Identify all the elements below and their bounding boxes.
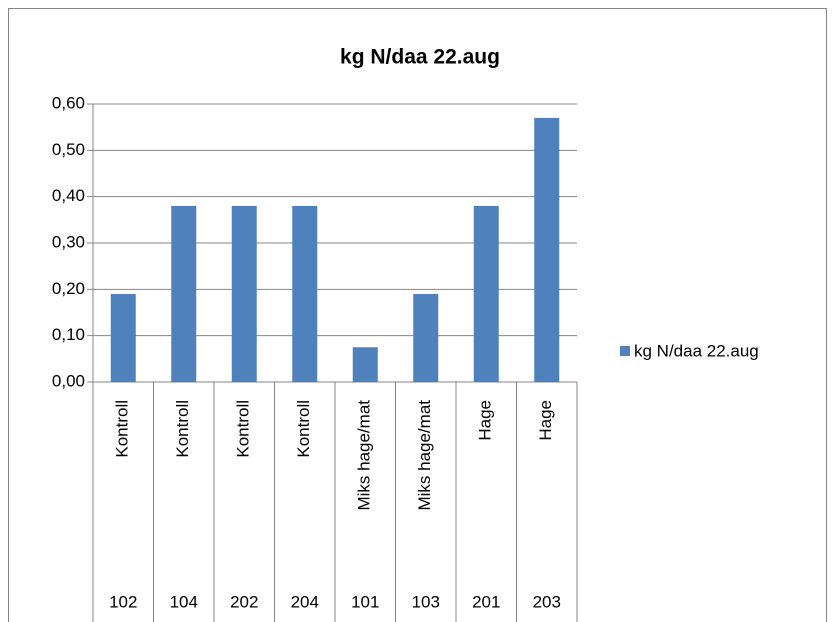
x-group-label: 204 <box>291 592 319 611</box>
x-group-label: 103 <box>412 592 440 611</box>
bar <box>413 293 439 382</box>
bar <box>231 205 257 382</box>
bar <box>110 293 136 382</box>
legend-swatch <box>620 346 630 356</box>
y-tick-label: 0,20 <box>52 279 85 298</box>
x-tick-label: Kontroll <box>113 400 132 458</box>
bar <box>534 117 560 383</box>
legend-label: kg N/daa 22.aug <box>634 341 759 360</box>
bar <box>352 347 378 382</box>
x-tick-label: Kontroll <box>234 400 253 458</box>
x-tick-label: Hage <box>476 400 495 441</box>
x-group-label: 202 <box>230 592 258 611</box>
x-tick-label: Kontroll <box>294 400 313 458</box>
y-tick-label: 0,00 <box>52 371 85 390</box>
x-group-label: 203 <box>533 592 561 611</box>
bar <box>292 205 318 382</box>
x-group-label: 102 <box>109 592 137 611</box>
y-tick-label: 0,50 <box>52 140 85 159</box>
y-tick-label: 0,30 <box>52 232 85 251</box>
chart-title: kg N/daa 22.aug <box>340 46 500 69</box>
bar <box>473 205 499 382</box>
bar <box>171 205 197 382</box>
x-group-label: 104 <box>170 592 198 611</box>
y-tick-label: 0,10 <box>52 325 85 344</box>
x-tick-label: Miks hage/mat <box>355 400 374 511</box>
y-tick-label: 0,60 <box>52 93 85 112</box>
y-tick-label: 0,40 <box>52 186 85 205</box>
x-group-label: 201 <box>472 592 500 611</box>
x-tick-label: Hage <box>536 400 555 441</box>
x-tick-label: Kontroll <box>173 400 192 458</box>
x-tick-label: Miks hage/mat <box>415 400 434 511</box>
x-group-label: 101 <box>351 592 379 611</box>
